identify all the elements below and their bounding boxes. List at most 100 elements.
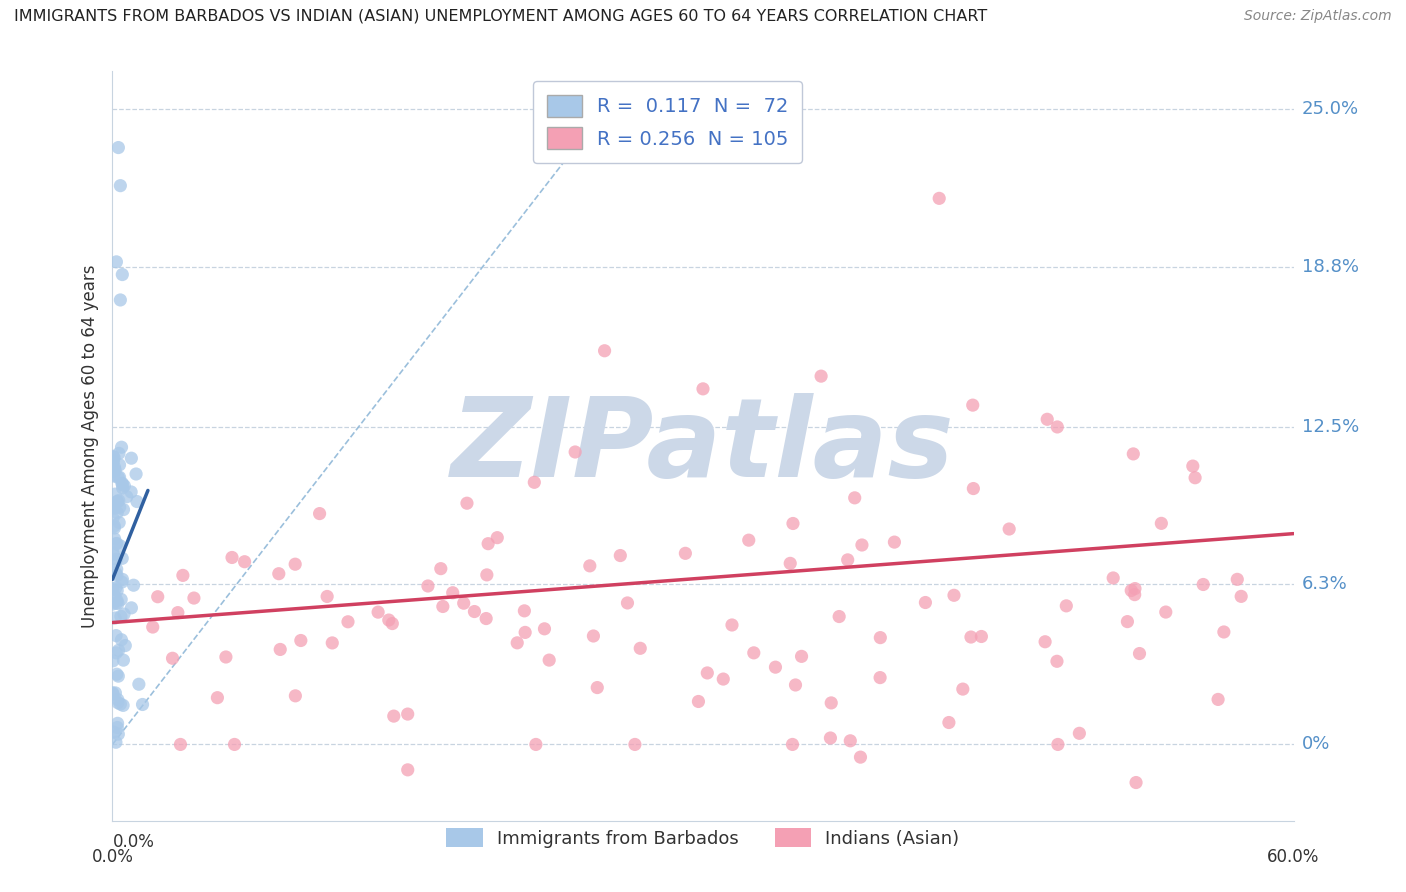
- Text: ZIPatlas: ZIPatlas: [451, 392, 955, 500]
- Point: [628, 641, 651, 656]
- Point: [101, 686, 124, 700]
- Point: [267, 566, 290, 581]
- Point: [101, 582, 124, 596]
- Point: [108, 458, 131, 472]
- Point: [938, 715, 960, 730]
- Point: [101, 511, 124, 525]
- Point: [215, 650, 238, 665]
- Point: [1069, 726, 1091, 740]
- Y-axis label: Unemployment Among Ages 60 to 64 years: Unemployment Among Ages 60 to 64 years: [80, 264, 98, 628]
- Point: [111, 551, 134, 566]
- Point: [269, 642, 291, 657]
- Point: [105, 667, 128, 681]
- Point: [1125, 775, 1147, 789]
- Point: [108, 500, 131, 515]
- Point: [998, 522, 1021, 536]
- Point: [790, 649, 813, 664]
- Point: [284, 689, 307, 703]
- Point: [952, 682, 974, 697]
- Point: [233, 555, 256, 569]
- Point: [104, 566, 127, 581]
- Point: [1046, 654, 1069, 668]
- Point: [1181, 459, 1204, 474]
- Point: [851, 538, 873, 552]
- Point: [103, 532, 125, 546]
- Point: [105, 568, 128, 582]
- Point: [107, 494, 129, 508]
- Point: [1192, 577, 1215, 591]
- Point: [523, 475, 546, 490]
- Point: [105, 494, 128, 508]
- Text: 60.0%: 60.0%: [1267, 848, 1320, 866]
- Point: [111, 575, 134, 590]
- Legend: Immigrants from Barbados, Indians (Asian): Immigrants from Barbados, Indians (Asian…: [437, 819, 969, 856]
- Point: [765, 660, 787, 674]
- Point: [970, 630, 993, 644]
- Point: [943, 588, 966, 602]
- Point: [1046, 738, 1069, 752]
- Point: [107, 596, 129, 610]
- Point: [609, 549, 631, 563]
- Point: [115, 490, 138, 504]
- Point: [101, 464, 124, 478]
- Point: [104, 460, 127, 475]
- Point: [104, 463, 127, 477]
- Point: [688, 694, 710, 708]
- Point: [122, 578, 145, 592]
- Point: [849, 750, 872, 764]
- Point: [453, 596, 475, 610]
- Point: [513, 604, 536, 618]
- Point: [105, 583, 128, 598]
- Point: [586, 681, 609, 695]
- Point: [1033, 634, 1056, 648]
- Point: [103, 501, 125, 516]
- Point: [430, 561, 453, 575]
- Point: [104, 686, 127, 700]
- Text: 25.0%: 25.0%: [1302, 101, 1360, 119]
- Point: [742, 646, 765, 660]
- Point: [104, 735, 127, 749]
- Point: [692, 382, 714, 396]
- Point: [1128, 647, 1150, 661]
- Point: [105, 552, 128, 566]
- Point: [101, 654, 124, 668]
- Point: [837, 553, 859, 567]
- Point: [107, 727, 129, 741]
- Point: [475, 611, 498, 625]
- Point: [107, 716, 129, 731]
- Point: [103, 453, 125, 467]
- Point: [114, 639, 136, 653]
- Point: [105, 593, 128, 607]
- Point: [381, 616, 404, 631]
- Point: [432, 599, 454, 614]
- Point: [112, 653, 135, 667]
- Point: [321, 636, 343, 650]
- Point: [104, 581, 127, 595]
- Point: [169, 738, 191, 752]
- Point: [316, 590, 339, 604]
- Point: [914, 595, 936, 609]
- Point: [711, 672, 734, 686]
- Point: [486, 531, 509, 545]
- Text: 6.3%: 6.3%: [1302, 575, 1347, 593]
- Point: [367, 605, 389, 619]
- Point: [105, 562, 128, 576]
- Point: [172, 568, 194, 582]
- Point: [456, 496, 478, 510]
- Point: [1123, 582, 1146, 596]
- Point: [721, 618, 744, 632]
- Point: [578, 558, 600, 573]
- Point: [533, 622, 555, 636]
- Point: [125, 467, 148, 481]
- Point: [515, 625, 537, 640]
- Point: [120, 451, 142, 466]
- Point: [111, 481, 134, 495]
- Point: [111, 268, 134, 282]
- Point: [1054, 599, 1077, 613]
- Point: [108, 446, 131, 460]
- Point: [506, 636, 529, 650]
- Text: 0.0%: 0.0%: [91, 848, 134, 866]
- Point: [1121, 583, 1143, 598]
- Point: [1150, 516, 1173, 531]
- Point: [103, 521, 125, 535]
